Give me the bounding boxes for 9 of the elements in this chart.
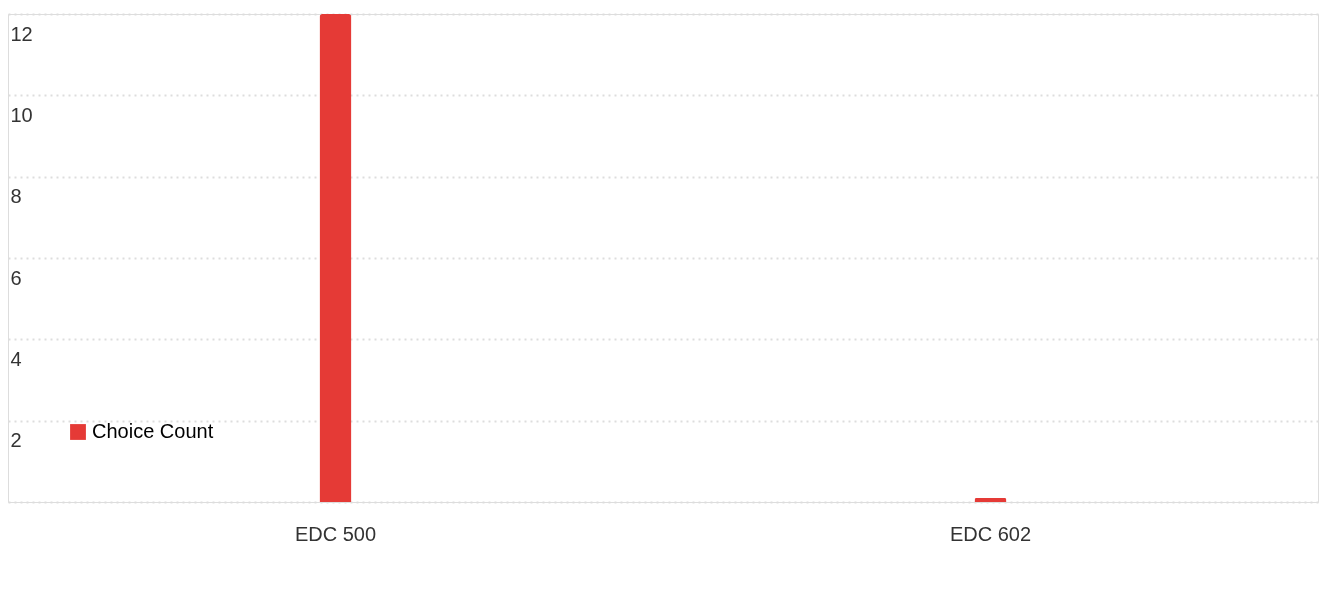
- y-tick-label: 4: [10, 347, 22, 370]
- y-tick-label: 2: [10, 429, 22, 452]
- x-tick-label: EDC 602: [949, 522, 1032, 545]
- legend-label: Choice Count: [92, 420, 214, 442]
- x-tick-label: EDC 500: [294, 522, 377, 545]
- y-tick-label: 8: [10, 185, 22, 208]
- y-tick-label: 6: [10, 266, 22, 289]
- y-tick-label: 12: [10, 22, 33, 45]
- y-tick-label: 10: [10, 103, 33, 126]
